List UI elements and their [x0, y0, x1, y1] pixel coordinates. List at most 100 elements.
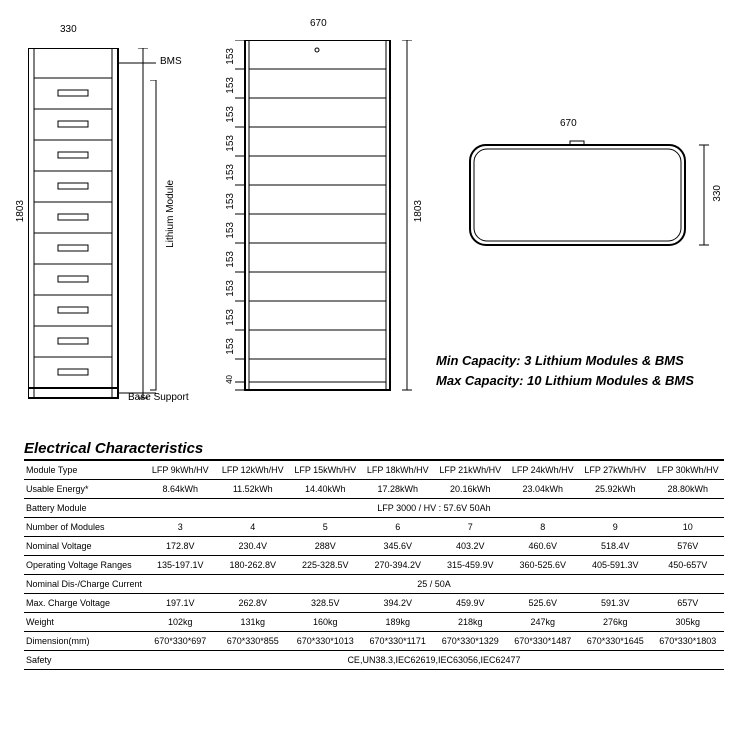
cell: 17.28kWh: [362, 480, 435, 499]
cell: 131kg: [217, 613, 290, 632]
cell: 460.6V: [507, 537, 580, 556]
side-height-label: 1803: [15, 200, 26, 222]
cell: 345.6V: [362, 537, 435, 556]
cell: 218kg: [434, 613, 507, 632]
table-row: SafetyCE,UN38.3,IEC62619,IEC63056,IEC624…: [24, 651, 724, 670]
row-label: Nominal Voltage: [24, 537, 144, 556]
cell: 11.52kWh: [217, 480, 290, 499]
table-row: Number of Modules345678910: [24, 518, 724, 537]
cell: 20.16kWh: [434, 480, 507, 499]
cell: 172.8V: [144, 537, 217, 556]
cell: 403.2V: [434, 537, 507, 556]
cell: 7: [434, 518, 507, 537]
cell: 360-525.6V: [507, 556, 580, 575]
cell: 670*330*1487: [507, 632, 580, 651]
col-label: Module Type: [24, 461, 144, 480]
cell: 9: [579, 518, 652, 537]
table-row: Weight102kg131kg160kg189kg218kg247kg276k…: [24, 613, 724, 632]
row-label: Max. Charge Voltage: [24, 594, 144, 613]
cell: 230.4V: [217, 537, 290, 556]
row-label: Battery Module: [24, 499, 144, 518]
spec-header-row: Module TypeLFP 9kWh/HVLFP 12kWh/HVLFP 15…: [24, 461, 724, 480]
cell: 262.8V: [217, 594, 290, 613]
cell: 459.9V: [434, 594, 507, 613]
cell: 670*330*1329: [434, 632, 507, 651]
cell: 670*330*1171: [362, 632, 435, 651]
table-row: Nominal Dis-/Charge Current25 / 50A: [24, 575, 724, 594]
cell: 4: [217, 518, 290, 537]
min-capacity-text: Min Capacity: 3 Lithium Modules & BMS: [436, 353, 684, 368]
cell: 5: [289, 518, 362, 537]
table-row: Nominal Voltage172.8V230.4V288V345.6V403…: [24, 537, 724, 556]
front-height-label: 1803: [413, 200, 424, 222]
cell: 305kg: [652, 613, 725, 632]
cell: 23.04kWh: [507, 480, 580, 499]
cell: 288V: [289, 537, 362, 556]
cell: 518.4V: [579, 537, 652, 556]
cell: 525.6V: [507, 594, 580, 613]
top-depth-label: 330: [712, 185, 723, 202]
cell: 591.3V: [579, 594, 652, 613]
cell: 14.40kWh: [289, 480, 362, 499]
row-label: Number of Modules: [24, 518, 144, 537]
cell: 8.64kWh: [144, 480, 217, 499]
lithium-bracket: [150, 80, 170, 400]
cell: 197.1V: [144, 594, 217, 613]
spec-section: Electrical Characteristics Module TypeLF…: [24, 440, 724, 670]
cell: 189kg: [362, 613, 435, 632]
cell: 102kg: [144, 613, 217, 632]
callout-bms: BMS: [160, 56, 182, 67]
cell: 328.5V: [289, 594, 362, 613]
cell: 670*330*855: [217, 632, 290, 651]
table-row: Usable Energy*8.64kWh11.52kWh14.40kWh17.…: [24, 480, 724, 499]
cell: 3: [144, 518, 217, 537]
row-label: Usable Energy*: [24, 480, 144, 499]
cell: 180-262.8V: [217, 556, 290, 575]
cell: 270-394.2V: [362, 556, 435, 575]
cell: 10: [652, 518, 725, 537]
spec-title: Electrical Characteristics: [24, 440, 724, 461]
cell: 670*330*697: [144, 632, 217, 651]
col-7: LFP 27kWh/HV: [579, 461, 652, 480]
table-row: Dimension(mm)670*330*697670*330*855670*3…: [24, 632, 724, 651]
cell: 8: [507, 518, 580, 537]
cell: 670*330*1803: [652, 632, 725, 651]
cell: 657V: [652, 594, 725, 613]
row-label: Dimension(mm): [24, 632, 144, 651]
row-label: Safety: [24, 651, 144, 670]
cell: 670*330*1645: [579, 632, 652, 651]
cell: 6: [362, 518, 435, 537]
cell: 315-459.9V: [434, 556, 507, 575]
row-label: Operating Voltage Ranges: [24, 556, 144, 575]
top-width-label: 670: [560, 118, 577, 129]
spec-body: Usable Energy*8.64kWh11.52kWh14.40kWh17.…: [24, 480, 724, 670]
front-view-diagram: [235, 40, 415, 410]
cell: 25.92kWh: [579, 480, 652, 499]
cell: 276kg: [579, 613, 652, 632]
col-8: LFP 30kWh/HV: [652, 461, 725, 480]
cell: 160kg: [289, 613, 362, 632]
cell: 247kg: [507, 613, 580, 632]
table-row: Max. Charge Voltage197.1V262.8V328.5V394…: [24, 594, 724, 613]
cell: 135-197.1V: [144, 556, 217, 575]
col-1: LFP 9kWh/HV: [144, 461, 217, 480]
col-4: LFP 18kWh/HV: [362, 461, 435, 480]
row-span-value: CE,UN38.3,IEC62619,IEC63056,IEC62477: [144, 651, 724, 670]
cell: 450-657V: [652, 556, 725, 575]
cell: 670*330*1013: [289, 632, 362, 651]
side-view-diagram: [28, 48, 158, 408]
table-row: Battery ModuleLFP 3000 / HV : 57.6V 50Ah: [24, 499, 724, 518]
table-row: Operating Voltage Ranges135-197.1V180-26…: [24, 556, 724, 575]
row-label: Weight: [24, 613, 144, 632]
spec-table: Module TypeLFP 9kWh/HVLFP 12kWh/HVLFP 15…: [24, 461, 724, 670]
col-3: LFP 15kWh/HV: [289, 461, 362, 480]
max-capacity-text: Max Capacity: 10 Lithium Modules & BMS: [436, 373, 694, 388]
cell: 225-328.5V: [289, 556, 362, 575]
cell: 394.2V: [362, 594, 435, 613]
row-span-value: 25 / 50A: [144, 575, 724, 594]
col-6: LFP 24kWh/HV: [507, 461, 580, 480]
col-2: LFP 12kWh/HV: [217, 461, 290, 480]
row-label: Nominal Dis-/Charge Current: [24, 575, 144, 594]
col-5: LFP 21kWh/HV: [434, 461, 507, 480]
row-span-value: LFP 3000 / HV : 57.6V 50Ah: [144, 499, 724, 518]
